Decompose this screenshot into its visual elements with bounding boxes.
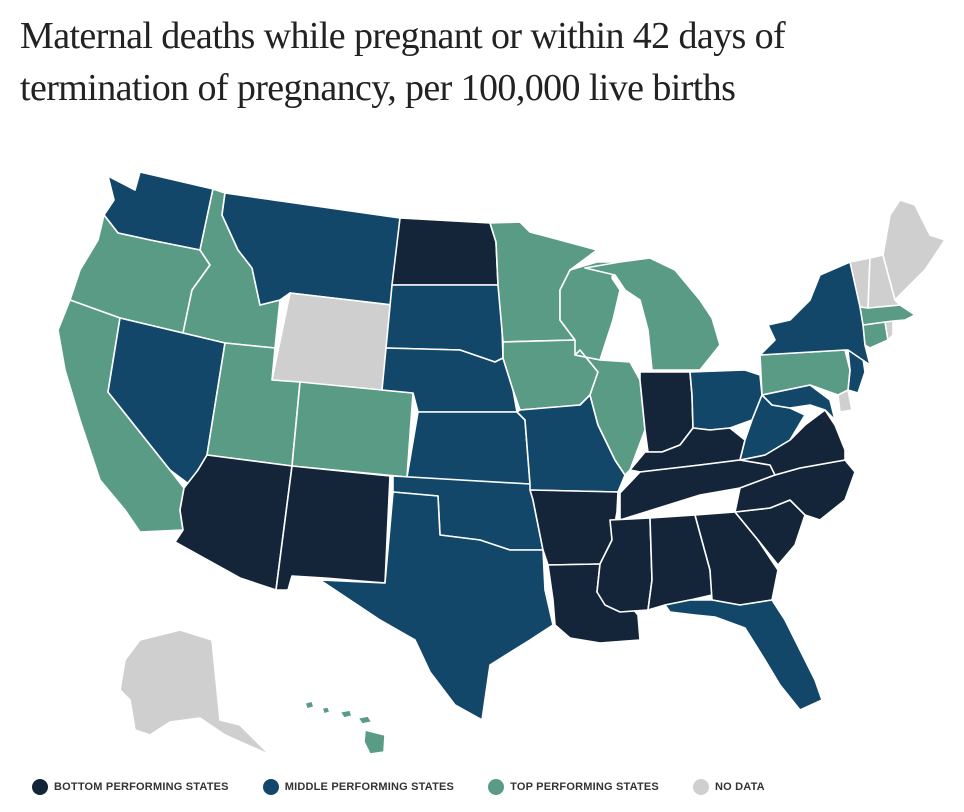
legend-item-middle: MIDDLE PERFORMING STATES	[262, 779, 455, 795]
legend-item-bottom: BOTTOM PERFORMING STATES	[32, 779, 229, 795]
legend-swatch-top	[488, 779, 505, 795]
state-il	[574, 349, 646, 476]
legend-swatch-middle	[262, 779, 279, 795]
state-pa	[759, 349, 851, 396]
state-hi	[304, 700, 386, 755]
state-ne	[381, 347, 518, 413]
state-ct	[862, 321, 889, 349]
state-md	[761, 384, 836, 421]
state-mo	[516, 394, 626, 493]
state-wi	[559, 261, 621, 361]
state-ks	[406, 411, 531, 485]
legend-label-nodata: NO DATA	[714, 781, 765, 793]
state-co	[291, 381, 414, 478]
map-title: Maternal deaths while pregnant or within…	[20, 15, 786, 109]
legend-item-top: TOP PERFORMING STATES	[488, 779, 659, 795]
state-nh	[867, 254, 901, 309]
state-tx	[319, 491, 554, 721]
state-oh	[689, 369, 763, 431]
legend: BOTTOM PERFORMING STATES MIDDLE PERFORMI…	[32, 777, 799, 797]
state-fl	[664, 599, 823, 711]
state-nd	[391, 217, 499, 286]
state-mi	[584, 257, 721, 371]
state-wv	[739, 394, 806, 461]
legend-swatch-nodata	[692, 779, 709, 795]
legend-label-middle: MIDDLE PERFORMING STATES	[284, 781, 455, 793]
legend-item-nodata: NO DATA	[692, 779, 765, 795]
legend-label-bottom: BOTTOM PERFORMING STATES	[54, 781, 229, 793]
legend-label-top: TOP PERFORMING STATES	[510, 781, 659, 793]
legend-swatch-bottom	[32, 779, 48, 795]
state-ma	[859, 304, 916, 326]
state-me	[882, 199, 946, 301]
state-nm	[275, 465, 391, 591]
state-ak	[119, 629, 271, 756]
state-ky	[629, 427, 746, 473]
state-wy	[271, 292, 393, 391]
